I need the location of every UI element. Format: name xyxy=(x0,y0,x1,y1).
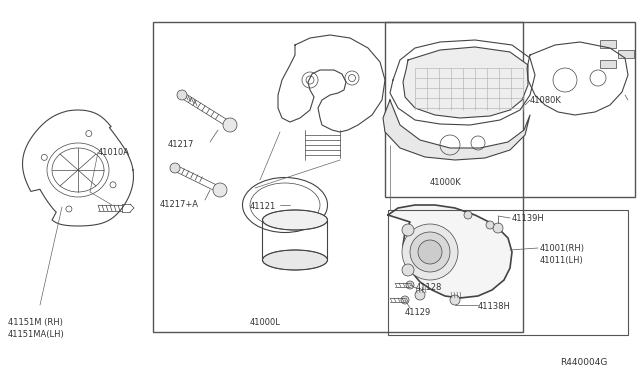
Circle shape xyxy=(213,183,227,197)
Circle shape xyxy=(418,240,442,264)
Circle shape xyxy=(493,223,503,233)
Text: 41010A: 41010A xyxy=(98,148,130,157)
Bar xyxy=(600,60,616,68)
Circle shape xyxy=(402,224,458,280)
Text: 41151MA(LH): 41151MA(LH) xyxy=(8,330,65,339)
Text: 41217+A: 41217+A xyxy=(160,200,199,209)
Circle shape xyxy=(402,264,414,276)
Bar xyxy=(618,50,634,58)
Polygon shape xyxy=(388,205,512,298)
Ellipse shape xyxy=(262,210,328,230)
Ellipse shape xyxy=(262,250,328,270)
Bar xyxy=(385,22,635,197)
Polygon shape xyxy=(403,47,528,118)
Circle shape xyxy=(415,290,425,300)
Circle shape xyxy=(401,296,409,304)
Bar xyxy=(388,210,628,335)
Circle shape xyxy=(450,295,460,305)
Text: 41138H: 41138H xyxy=(478,302,511,311)
Text: 41128: 41128 xyxy=(416,283,442,292)
Polygon shape xyxy=(383,100,530,160)
Circle shape xyxy=(170,163,180,173)
Text: 41151M (RH): 41151M (RH) xyxy=(8,318,63,327)
Circle shape xyxy=(223,118,237,132)
Text: 41000K: 41000K xyxy=(430,178,461,187)
Text: 41139H: 41139H xyxy=(512,214,545,223)
Text: 41217: 41217 xyxy=(168,140,195,149)
Circle shape xyxy=(177,90,187,100)
Circle shape xyxy=(410,232,450,272)
Text: 41121: 41121 xyxy=(250,202,276,211)
Bar xyxy=(600,40,616,48)
Bar xyxy=(153,22,523,332)
Text: 41011(LH): 41011(LH) xyxy=(540,256,584,265)
Text: 41001(RH): 41001(RH) xyxy=(540,244,585,253)
Text: 41000L: 41000L xyxy=(250,318,280,327)
Text: R440004G: R440004G xyxy=(560,358,607,367)
Circle shape xyxy=(402,224,414,236)
Text: 41129: 41129 xyxy=(405,308,431,317)
Circle shape xyxy=(486,221,494,229)
Circle shape xyxy=(464,211,472,219)
Circle shape xyxy=(406,281,414,289)
Text: 41080K: 41080K xyxy=(530,96,562,105)
